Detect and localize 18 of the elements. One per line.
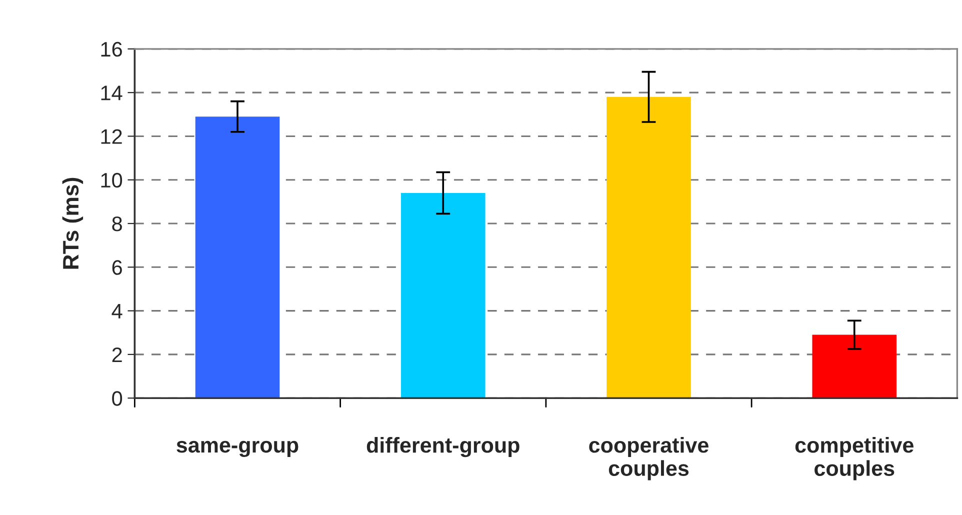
x-tick-label: cooperative couples [589,436,708,480]
y-tick-label: 0 [112,391,122,406]
bar [400,192,486,398]
y-tick-label: 6 [112,260,122,275]
bar [812,334,897,398]
y-tick-label: 2 [112,347,122,362]
x-tick-label: same-group [176,440,298,458]
y-tick-label: 12 [101,129,122,144]
y-tick-label: 16 [101,42,122,57]
bar [195,116,280,398]
y-tick-label: 14 [101,86,122,100]
y-tick-label: 8 [112,216,122,232]
x-tick-label: different-group [366,436,520,458]
x-tick-label: competitive couples [795,436,914,480]
y-tick-label: 4 [112,304,122,318]
y-tick-label: 10 [101,172,122,188]
bar [606,96,691,398]
y-axis-title: RTs (ms) [62,178,84,269]
